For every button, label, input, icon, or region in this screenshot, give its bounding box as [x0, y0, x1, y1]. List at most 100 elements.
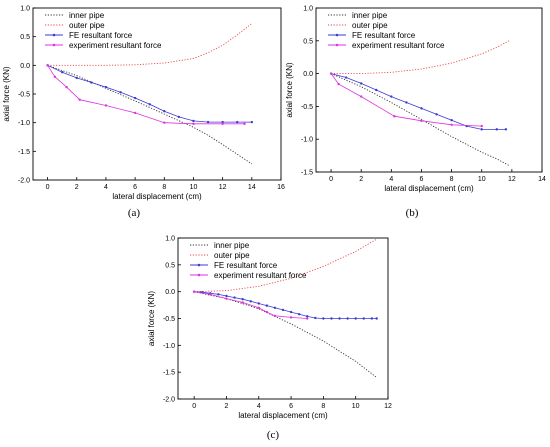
x-tick-label: 14 [538, 176, 546, 183]
data-point [273, 306, 277, 309]
data-point [257, 302, 260, 305]
legend-label: FE resultant force [69, 31, 133, 40]
legend-marker [52, 33, 56, 37]
data-point [104, 104, 108, 107]
data-point [257, 306, 260, 309]
x-tick-label: 0 [192, 403, 196, 410]
data-point [225, 294, 228, 298]
legend-label: experiment resultant force [214, 271, 307, 280]
data-point [306, 315, 309, 318]
x-tick-label: 6 [133, 184, 137, 191]
data-point [241, 297, 244, 301]
data-point [450, 118, 453, 122]
panel-caption: (c) [267, 429, 280, 441]
data-point [119, 91, 122, 94]
legend-label: experiment resultant force [69, 41, 162, 50]
y-axis-label: axial force (KN) [2, 66, 11, 121]
y-tick-label: 0.0 [20, 63, 30, 70]
y-tick-label: 1.0 [165, 236, 175, 243]
y-tick-label: -1.5 [18, 149, 30, 156]
y-tick-label: -2.0 [18, 178, 30, 185]
data-point [273, 314, 277, 318]
data-point [60, 71, 64, 74]
y-axis-label: axial force (KN) [285, 62, 294, 117]
series-line [47, 64, 252, 123]
legend-marker [335, 43, 339, 47]
legend-marker [335, 33, 339, 37]
data-point [338, 317, 341, 320]
data-point [346, 317, 349, 320]
x-tick-label: 0 [46, 184, 50, 191]
data-point [420, 107, 423, 110]
data-point [241, 301, 244, 304]
x-tick-label: 8 [321, 403, 325, 410]
y-tick-label: -1.0 [163, 343, 175, 350]
data-point [375, 88, 378, 92]
legend-marker [197, 263, 201, 267]
x-tick-label: 4 [104, 184, 108, 191]
data-point [233, 296, 236, 299]
x-tick-label: 12 [219, 184, 227, 191]
legend-label: experiment resultant force [352, 41, 445, 50]
data-point [209, 293, 212, 296]
series-line [194, 291, 377, 378]
data-point [221, 120, 224, 124]
x-tick-label: 6 [289, 403, 293, 410]
data-point [344, 76, 348, 79]
data-point [390, 95, 393, 98]
chart-panel-b: 0 2 4 6 8 10 12 14 1.0 0.5 0.0 -0.5 -1.0 -1.5 lateral … [285, 6, 546, 220]
series-line [330, 73, 506, 130]
data-point [46, 64, 49, 67]
data-point [250, 120, 254, 124]
data-point [192, 119, 195, 123]
y-tick-label: -1.5 [301, 170, 313, 177]
data-point [53, 75, 57, 79]
series-line [330, 73, 482, 127]
data-point [265, 304, 269, 307]
data-point [450, 123, 453, 126]
data-point [480, 128, 483, 131]
x-tick-label: 2 [359, 176, 363, 183]
legend-label: outer pipe [352, 21, 388, 30]
data-point [504, 128, 508, 131]
y-tick-label: -1.0 [301, 137, 313, 144]
x-tick-label: 4 [257, 403, 261, 410]
panel-caption: (b) [406, 207, 419, 219]
y-tick-label: -0.5 [18, 92, 30, 99]
data-point [337, 82, 340, 86]
data-point [329, 72, 333, 75]
series-line [194, 238, 377, 293]
data-point [65, 85, 68, 89]
x-tick-label: 2 [225, 403, 229, 410]
data-point [435, 113, 438, 116]
x-tick-label: 8 [450, 176, 454, 183]
y-axis-label: axial force (KN) [147, 291, 156, 346]
series-line [47, 64, 253, 165]
data-point [297, 313, 301, 316]
x-tick-label: 10 [190, 184, 198, 191]
legend-label: FE resultant force [352, 31, 416, 40]
data-point [90, 81, 93, 84]
y-tick-label: -0.5 [301, 104, 313, 111]
data-point [354, 317, 357, 320]
data-point [322, 317, 325, 320]
data-point [360, 95, 363, 98]
series-line [194, 291, 377, 319]
x-tick-label: 12 [508, 176, 516, 183]
data-point [192, 122, 195, 126]
x-axis-label: lateral displacement (cm) [238, 411, 328, 420]
x-tick-label: 0 [329, 176, 333, 183]
y-tick-label: 0.0 [303, 71, 313, 78]
chart-panel-a: 0 2 4 6 8 10 12 14 16 1.0 0.5 0.0 -0.5 -1.0 -1.5 -2.0 la… [2, 6, 285, 220]
data-point [480, 124, 483, 128]
x-tick-label: 2 [75, 184, 79, 191]
legend-marker [52, 43, 56, 47]
data-point [217, 293, 220, 296]
data-point [249, 300, 252, 303]
x-axis-label: lateral displacement (cm) [112, 192, 202, 201]
x-tick-label: 6 [420, 176, 424, 183]
x-tick-label: 4 [389, 176, 393, 183]
data-point [405, 101, 408, 104]
x-tick-label: 8 [162, 184, 166, 191]
